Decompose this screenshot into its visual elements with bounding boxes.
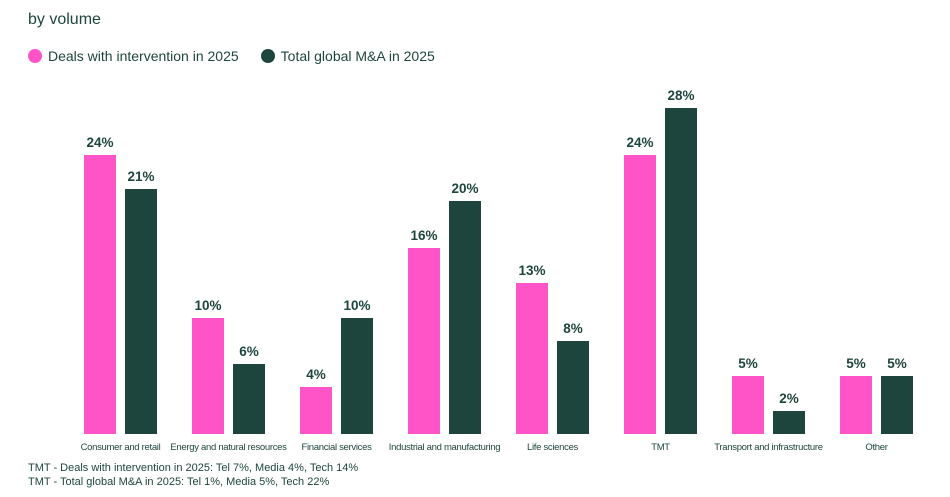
bar-total-global-m-a-in-2025-energy-and-natural-resources (233, 364, 265, 434)
bar-deals-with-intervention-in-2025-transport-and-infrastructure (732, 376, 764, 434)
bar-total-global-m-a-in-2025-transport-and-infrastructure (773, 411, 805, 434)
bar-value-label: 13% (518, 263, 546, 278)
bar-column: 4% (300, 108, 332, 434)
bar-pair: 4% 10% (300, 108, 373, 434)
bar-total-global-m-a-in-2025-industrial-and-manufacturing (449, 201, 481, 434)
bar-column: 6% (233, 108, 265, 434)
bar-total-global-m-a-in-2025-tmt (665, 108, 697, 434)
bar-value-label: 5% (738, 356, 758, 371)
bar-pair: 13% 8% (516, 108, 589, 434)
bar-deals-with-intervention-in-2025-industrial-and-manufacturing (408, 248, 440, 434)
category-label: Consumer and retail (80, 442, 161, 453)
footnotes: TMT - Deals with intervention in 2025: T… (28, 461, 358, 489)
bar-column: 10% (192, 108, 224, 434)
bar-pair: 10% 6% (192, 108, 265, 434)
bar-column: 24% (84, 108, 116, 434)
bar-group-financial-services: 4% 10% Financial services (300, 108, 373, 453)
bar-group-life-sciences: 13% 8% Life sciences (516, 108, 589, 453)
legend-label: Total global M&A in 2025 (280, 48, 435, 64)
bar-column: 5% (732, 108, 764, 434)
legend-item-total-ma: Total global M&A in 2025 (260, 48, 435, 64)
bar-deals-with-intervention-in-2025-energy-and-natural-resources (192, 318, 224, 434)
bar-group-consumer-and-retail: 24% 21% Consumer and retail (81, 108, 161, 453)
bar-value-label: 28% (667, 88, 695, 103)
bar-group-transport-and-infrastructure: 5% 2% Transport and infrastructure (714, 108, 823, 453)
bar-deals-with-intervention-in-2025-financial-services (300, 387, 332, 434)
bar-deals-with-intervention-in-2025-consumer-and-retail (84, 155, 116, 434)
category-label-wrap: TMT (624, 442, 697, 453)
bar-value-label: 4% (306, 367, 326, 382)
bar-deals-with-intervention-in-2025-tmt (624, 155, 656, 434)
bar-total-global-m-a-in-2025-financial-services (341, 318, 373, 434)
bar-pair: 5% 5% (840, 108, 913, 434)
footnote-intervention: TMT - Deals with intervention in 2025: T… (28, 462, 359, 474)
category-label: Transport and infrastructure (714, 442, 823, 453)
bar-pair: 5% 2% (732, 108, 805, 434)
legend-dot-pink-icon (28, 49, 42, 63)
legend: Deals with intervention in 2025 Total gl… (28, 48, 435, 64)
legend-item-intervention: Deals with intervention in 2025 (28, 48, 239, 64)
bar-group-energy-and-natural-resources: 10% 6% Energy and natural resources (170, 108, 287, 453)
bar-column: 28% (665, 88, 697, 434)
bar-column: 13% (516, 108, 548, 434)
bar-column: 2% (773, 108, 805, 434)
bar-pair: 24% 28% (624, 88, 697, 434)
bar-value-label: 24% (626, 135, 654, 150)
bar-value-label: 10% (194, 298, 222, 313)
bar-group-other: 5% 5% Other (840, 108, 913, 453)
footnote-total-ma: TMT - Total global M&A in 2025: Tel 1%, … (28, 476, 330, 488)
bar-value-label: 21% (127, 169, 155, 184)
category-label: Financial services (301, 442, 372, 453)
bar-value-label: 20% (451, 181, 479, 196)
bar-column: 5% (881, 108, 913, 434)
bar-value-label: 16% (410, 228, 438, 243)
chart-title: by volume (28, 11, 101, 28)
bar-value-label: 2% (779, 391, 799, 406)
category-label-wrap: Consumer and retail (81, 442, 161, 453)
category-label: Industrial and manufacturing (388, 442, 501, 453)
category-label: Life sciences (526, 442, 579, 453)
bar-value-label: 8% (563, 321, 583, 336)
category-label-wrap: Industrial and manufacturing (389, 442, 501, 453)
bar-value-label: 6% (239, 344, 259, 359)
legend-dot-dark-icon (260, 49, 275, 63)
bar-column: 21% (125, 108, 157, 434)
bar-column: 24% (624, 108, 656, 434)
bar-deals-with-intervention-in-2025-life-sciences (516, 283, 548, 434)
bar-total-global-m-a-in-2025-life-sciences (557, 341, 589, 434)
bar-total-global-m-a-in-2025-consumer-and-retail (125, 189, 157, 434)
legend-label: Deals with intervention in 2025 (48, 48, 239, 64)
bar-column: 16% (408, 108, 440, 434)
bar-column: 20% (449, 108, 481, 434)
bar-value-label: 24% (86, 135, 114, 150)
bar-pair: 24% 21% (84, 108, 157, 434)
category-label: TMT (651, 442, 670, 453)
bar-pair: 16% 20% (408, 108, 481, 434)
category-label: Energy and natural resources (170, 442, 287, 453)
bar-group-tmt: 24% 28% TMT (624, 88, 697, 453)
bar-group-industrial-and-manufacturing: 16% 20% Industrial and manufacturing (389, 108, 501, 453)
bar-value-label: 10% (343, 298, 371, 313)
category-label: Other (865, 442, 888, 453)
bar-column: 8% (557, 108, 589, 434)
bar-column: 10% (341, 108, 373, 434)
bar-deals-with-intervention-in-2025-other (840, 376, 872, 434)
bar-total-global-m-a-in-2025-other (881, 376, 913, 434)
bar-value-label: 5% (887, 356, 907, 371)
bar-chart: 24% 21% Consumer and retail 10% 6% Energy and… (81, 88, 913, 453)
category-label-wrap: Other (840, 442, 913, 453)
category-label-wrap: Life sciences (516, 442, 589, 453)
category-label-wrap: Energy and natural resources (170, 442, 287, 453)
bar-column: 5% (840, 108, 872, 434)
category-label-wrap: Financial services (300, 442, 373, 453)
category-label-wrap: Transport and infrastructure (714, 442, 823, 453)
bar-value-label: 5% (846, 356, 866, 371)
